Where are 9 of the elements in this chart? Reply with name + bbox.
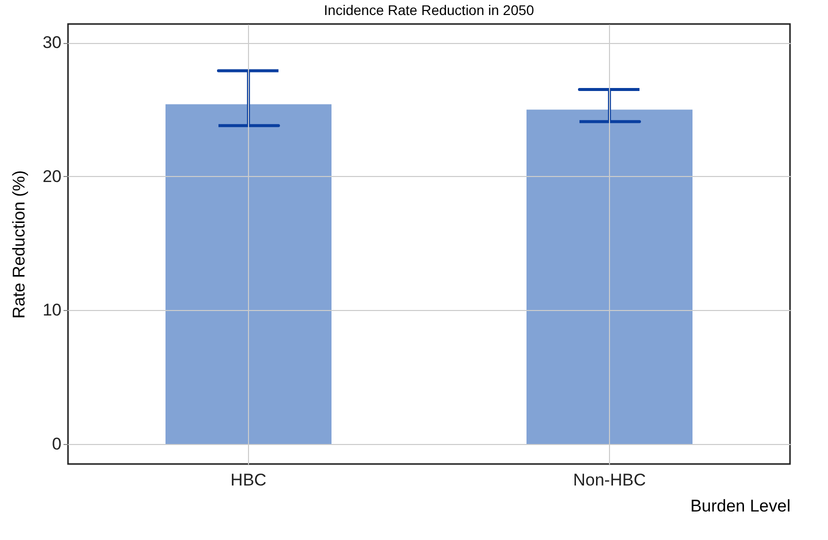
y-tick-label: 0 xyxy=(52,434,62,454)
x-tick-label: HBC xyxy=(230,470,266,490)
y-tick-label: 20 xyxy=(42,166,62,186)
x-tick-label: Non-HBC xyxy=(573,470,646,490)
y-axis-title: Rate Reduction (%) xyxy=(10,170,29,319)
y-tick-label: 10 xyxy=(42,300,62,320)
y-tick-label: 30 xyxy=(42,33,62,52)
x-axis-title: Burden Level xyxy=(690,496,790,516)
chart-title: Incidence Rate Reduction in 2050 xyxy=(324,2,534,18)
